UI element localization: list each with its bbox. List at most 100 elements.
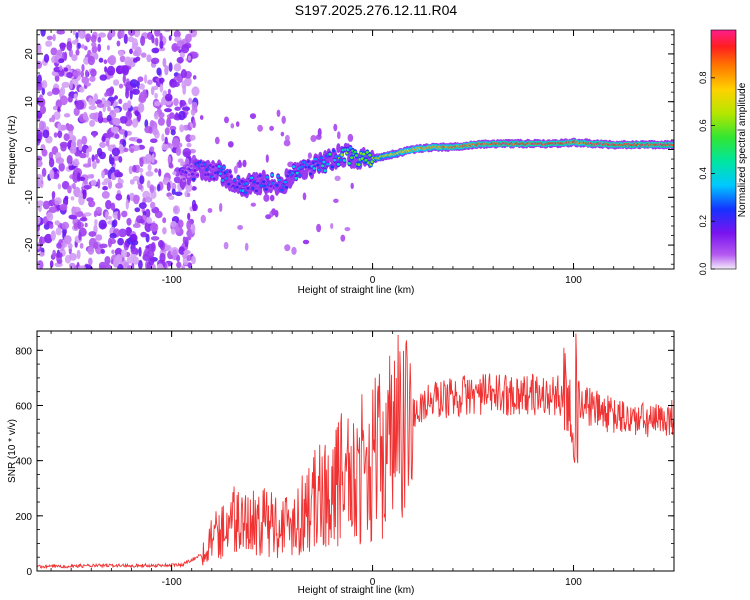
noise-blob bbox=[170, 228, 176, 235]
ridge-core bbox=[256, 181, 260, 185]
ridge-core bbox=[323, 169, 327, 173]
spectrogram-x-tick-label: 100 bbox=[565, 275, 582, 286]
noise-blob bbox=[77, 42, 81, 49]
noise-blob bbox=[131, 88, 140, 95]
noise-blob bbox=[191, 86, 200, 97]
noise-blob bbox=[173, 98, 179, 106]
noise-blob bbox=[85, 148, 90, 159]
spectrogram-y-tick-label: 20 bbox=[24, 48, 35, 60]
noise-blob bbox=[63, 133, 70, 142]
noise-blob bbox=[89, 112, 98, 120]
noise-blob bbox=[54, 220, 61, 226]
noise-blob bbox=[166, 117, 172, 128]
noise-blob bbox=[123, 147, 129, 153]
noise-blob bbox=[127, 100, 132, 109]
noise-blob bbox=[95, 234, 103, 241]
noise-blob bbox=[317, 127, 322, 137]
noise-blob bbox=[119, 116, 128, 124]
noise-blob bbox=[51, 114, 56, 123]
noise-blob bbox=[118, 228, 127, 238]
noise-blob bbox=[237, 225, 244, 230]
noise-blob bbox=[181, 265, 185, 269]
noise-blob bbox=[223, 241, 229, 250]
noise-blob bbox=[38, 97, 46, 107]
noise-blob bbox=[129, 179, 135, 185]
noise-blob bbox=[75, 99, 85, 110]
noise-blob bbox=[126, 256, 134, 264]
noise-blob bbox=[170, 129, 176, 136]
colorbar-tick-label: 0.6 bbox=[698, 119, 708, 132]
snr-x-tick-label: -100 bbox=[162, 577, 182, 588]
noise-blob bbox=[118, 50, 124, 57]
noise-blob bbox=[107, 106, 111, 112]
snr-y-tick-label: 0 bbox=[26, 567, 32, 578]
ridge-core bbox=[357, 163, 361, 167]
noise-blob bbox=[168, 195, 175, 200]
noise-blob bbox=[90, 68, 97, 77]
noise-blob bbox=[94, 52, 99, 60]
noise-blob bbox=[37, 174, 44, 182]
noise-blob bbox=[117, 263, 124, 269]
noise-blob bbox=[302, 239, 310, 245]
ridge-core bbox=[270, 173, 274, 177]
ridge-core bbox=[245, 182, 249, 185]
noise-blob bbox=[68, 48, 73, 58]
noise-blob bbox=[310, 135, 317, 142]
noise-blob bbox=[83, 212, 92, 217]
noise-blob bbox=[105, 199, 112, 210]
ridge-core bbox=[259, 184, 263, 188]
noise-blob bbox=[37, 159, 43, 168]
noise-blob bbox=[98, 219, 107, 230]
noise-blob bbox=[158, 239, 164, 248]
noise-blob bbox=[171, 81, 180, 88]
noise-blob bbox=[66, 124, 75, 132]
noise-blob bbox=[69, 262, 76, 269]
ridge-core bbox=[264, 188, 268, 191]
ridge-core bbox=[189, 164, 193, 168]
noise-blob bbox=[265, 154, 269, 163]
ridge-core bbox=[206, 173, 210, 176]
noise-blob bbox=[249, 113, 257, 119]
noise-blob bbox=[37, 179, 42, 188]
chart-title: S197.2025.276.12.11.R04 bbox=[295, 2, 458, 18]
noise-blob bbox=[330, 223, 334, 229]
noise-blob bbox=[93, 210, 98, 218]
noise-blob bbox=[182, 85, 187, 95]
noise-blob bbox=[105, 211, 109, 221]
ridge-core bbox=[326, 162, 330, 166]
noise-blob bbox=[50, 47, 58, 56]
noise-blob bbox=[118, 156, 123, 163]
noise-blob bbox=[230, 123, 235, 129]
ridge-core bbox=[294, 176, 298, 180]
noise-blob bbox=[37, 60, 43, 69]
ridge-core bbox=[339, 158, 343, 162]
ridge-core bbox=[193, 169, 197, 172]
noise-blob bbox=[151, 47, 160, 54]
noise-blob bbox=[76, 211, 84, 217]
ridge-core bbox=[309, 172, 313, 176]
noise-blob bbox=[89, 174, 95, 179]
noise-blob bbox=[121, 65, 130, 74]
noise-blob bbox=[46, 211, 54, 222]
noise-blob bbox=[146, 216, 152, 224]
ridge-core bbox=[277, 178, 281, 182]
noise-blob bbox=[192, 75, 197, 80]
ridge-core bbox=[227, 182, 231, 186]
noise-blob bbox=[91, 45, 98, 54]
noise-blob bbox=[175, 146, 182, 156]
noise-blob bbox=[51, 197, 55, 205]
noise-blob bbox=[47, 91, 53, 97]
noise-blob bbox=[200, 214, 206, 224]
noise-blob bbox=[41, 87, 45, 96]
noise-blob bbox=[173, 30, 181, 38]
noise-blob bbox=[151, 153, 155, 164]
noise-blob bbox=[333, 198, 339, 203]
noise-blob bbox=[101, 181, 108, 186]
noise-blob bbox=[171, 182, 177, 191]
ridge-core bbox=[244, 191, 248, 195]
spectrogram-x-tick-label: 0 bbox=[370, 275, 376, 286]
noise-blob bbox=[115, 182, 123, 189]
ridge-core bbox=[182, 177, 186, 181]
noise-blob bbox=[111, 249, 115, 254]
